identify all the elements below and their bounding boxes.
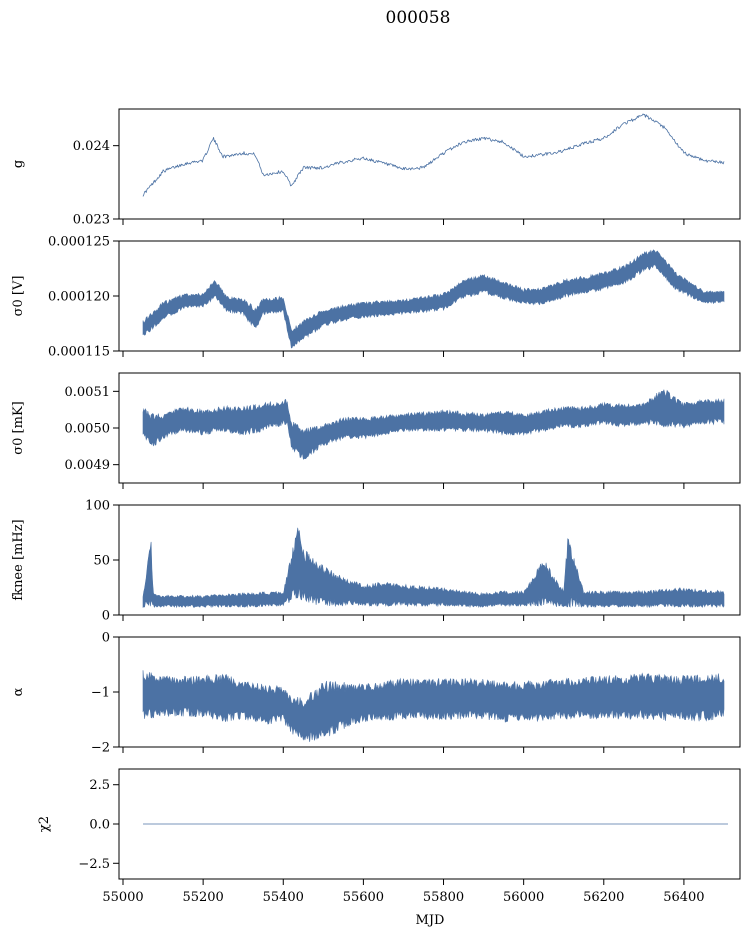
series-band-5 [142,670,725,742]
y-tick-label: −2 [91,741,110,756]
y-axis-label: α [11,687,26,696]
y-axis-label: fknee [mHz] [11,519,26,600]
y-tick-label: 0.0049 [65,458,111,473]
y-tick-label: 0.000115 [48,345,110,360]
y-tick-label: 2.5 [89,778,110,793]
series-band-2 [142,249,725,349]
x-axis-label: MJD [416,913,445,928]
figure-title: 000058 [386,8,451,28]
x-tick-label: 55600 [343,890,384,905]
panel-1: 0.023 0.024 g [11,108,741,228]
series-line-1 [142,113,725,197]
panel-6: −2.5 0.0 2.5 χ2 55000 55200 55400 55600 55800 560… [37,768,741,905]
y-axis-label: χ2 [37,816,52,832]
panel-frame-1 [118,108,741,220]
series-band-3 [142,389,725,460]
y-tick-label: 0 [102,631,110,646]
x-tick-label: 56000 [503,890,544,905]
y-tick-label: −1 [91,686,110,701]
y-tick-label: 0.000125 [48,235,110,250]
y-tick-label: 0.000120 [48,290,110,305]
x-tick-label: 55000 [102,890,143,905]
y-tick-label: 50 [93,554,110,569]
y-tick-label: 0 [102,609,110,624]
x-tick-label: 56200 [583,890,624,905]
y-tick-label: 0.0 [89,818,110,833]
series-band-4 [142,527,725,609]
y-tick-label: 100 [85,499,110,514]
x-tick-label: 55800 [423,890,464,905]
x-tick-label: 55200 [182,890,223,905]
y-axis-label: σ0 [V] [11,276,26,317]
y-tick-label: 0.0051 [65,385,111,400]
x-tick-label: 55400 [263,890,304,905]
y-axis-label: σ0 [mK] [11,401,26,454]
x-tick-label: 56400 [663,890,704,905]
y-tick-label: 0.0050 [65,422,111,437]
panel-2: 0.000115 0.000120 0.000125 σ0 [V] [11,235,741,360]
panel-4: 0 50 100 fknee [mHz] [11,499,741,624]
y-tick-label: 0.023 [73,213,110,228]
panel-3: 0.0049 0.0050 0.0051 σ0 [mK] [11,372,741,489]
y-tick-label: −2.5 [78,857,110,872]
y-axis-label: g [11,160,26,168]
y-tick-label: 0.024 [73,139,110,154]
panel-5: −2 −1 0 α [11,631,741,756]
